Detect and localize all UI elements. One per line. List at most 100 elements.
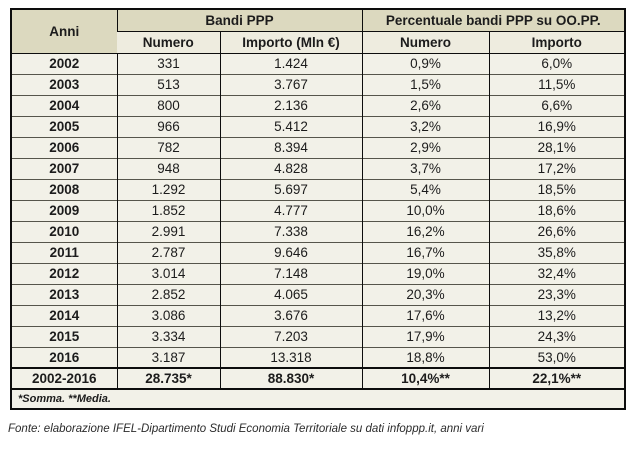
pct-numero-cell: 17,6% <box>361 304 490 326</box>
pct-importo-cell: 6,0% <box>488 53 626 74</box>
importo-cell: 7.203 <box>219 325 363 347</box>
numero-cell: 966 <box>116 115 220 137</box>
pct-importo-cell: 23,3% <box>488 283 626 305</box>
importo-cell: 7.338 <box>219 220 363 242</box>
year-cell: 2003 <box>11 73 117 95</box>
importo-cell: 13.318 <box>219 346 363 368</box>
year-cell: 2010 <box>11 220 117 242</box>
numero-cell: 3.334 <box>116 325 220 347</box>
table-header: Anni Bandi PPP Percentuale bandi PPP su … <box>11 9 626 54</box>
pct-numero-cell: 18,8% <box>361 346 490 368</box>
header-anni: Anni <box>11 9 117 54</box>
header-importo-mln: Importo (Mln €) <box>219 31 363 54</box>
year-cell: 2012 <box>11 262 117 284</box>
year-cell: 2013 <box>11 283 117 305</box>
importo-cell: 4.065 <box>219 283 363 305</box>
total-pct-importo-cell: 22,1%** <box>488 367 626 389</box>
table-row: 2009 1.852 4.777 10,0% 18,6% <box>11 199 626 221</box>
pct-importo-cell: 53,0% <box>488 346 626 368</box>
pct-numero-cell: 3,7% <box>361 157 490 179</box>
year-cell: 2007 <box>11 157 117 179</box>
header-group-bandi-ppp: Bandi PPP <box>116 9 363 32</box>
year-cell: 2008 <box>11 178 117 200</box>
pct-importo-cell: 6,6% <box>488 94 626 116</box>
header-numero: Numero <box>117 31 220 54</box>
table-body: 2002 331 1.424 0,9% 6,0% 2003 513 3.767 … <box>11 53 626 409</box>
pct-importo-cell: 17,2% <box>488 157 626 179</box>
pct-numero-cell: 20,3% <box>361 283 490 305</box>
pct-importo-cell: 11,5% <box>488 73 626 95</box>
importo-cell: 7.148 <box>219 262 363 284</box>
numero-cell: 3.014 <box>116 262 220 284</box>
importo-cell: 1.424 <box>219 53 363 74</box>
numero-cell: 331 <box>116 53 220 74</box>
importo-cell: 9.646 <box>219 241 363 263</box>
year-cell: 2006 <box>11 136 117 158</box>
table-row: 2015 3.334 7.203 17,9% 24,3% <box>11 325 626 347</box>
year-cell: 2014 <box>11 304 117 326</box>
year-cell: 2002 <box>11 53 117 74</box>
importo-cell: 2.136 <box>219 94 363 116</box>
table-row: 2004 800 2.136 2,6% 6,6% <box>11 94 626 116</box>
table-row: 2011 2.787 9.646 16,7% 35,8% <box>11 241 626 263</box>
numero-cell: 782 <box>116 136 220 158</box>
table-row: 2016 3.187 13.318 18,8% 53,0% <box>11 346 626 368</box>
pct-numero-cell: 17,9% <box>361 325 490 347</box>
year-cell: 2011 <box>11 241 117 263</box>
numero-cell: 800 <box>116 94 220 116</box>
pct-numero-cell: 1,5% <box>361 73 490 95</box>
header-group-percentuale: Percentuale bandi PPP su OO.PP. <box>361 9 626 32</box>
year-cell: 2009 <box>11 199 117 221</box>
importo-cell: 3.676 <box>219 304 363 326</box>
importo-cell: 4.828 <box>219 157 363 179</box>
table-row: 2014 3.086 3.676 17,6% 13,2% <box>11 304 626 326</box>
importo-cell: 8.394 <box>219 136 363 158</box>
pct-numero-cell: 19,0% <box>361 262 490 284</box>
pct-importo-cell: 16,9% <box>488 115 626 137</box>
table-row: 2003 513 3.767 1,5% 11,5% <box>11 73 626 95</box>
numero-cell: 1.852 <box>116 199 220 221</box>
table-row: 2008 1.292 5.697 5,4% 18,5% <box>11 178 626 200</box>
importo-cell: 5.412 <box>219 115 363 137</box>
pct-numero-cell: 16,2% <box>361 220 490 242</box>
year-cell: 2004 <box>11 94 117 116</box>
table-row: 2012 3.014 7.148 19,0% 32,4% <box>11 262 626 284</box>
importo-cell: 5.697 <box>219 178 363 200</box>
table-row: 2010 2.991 7.338 16,2% 26,6% <box>11 220 626 242</box>
pct-importo-cell: 26,6% <box>488 220 626 242</box>
table-row: 2013 2.852 4.065 20,3% 23,3% <box>11 283 626 305</box>
pct-importo-cell: 18,5% <box>488 178 626 200</box>
year-cell: 2005 <box>11 115 117 137</box>
pct-numero-cell: 2,9% <box>361 136 490 158</box>
pct-importo-cell: 32,4% <box>488 262 626 284</box>
header-numero-pct: Numero <box>361 31 490 54</box>
pct-importo-cell: 28,1% <box>488 136 626 158</box>
importo-cell: 3.767 <box>219 73 363 95</box>
numero-cell: 3.187 <box>116 346 220 368</box>
table-row: 2007 948 4.828 3,7% 17,2% <box>11 157 626 179</box>
table-row: 2006 782 8.394 2,9% 28,1% <box>11 136 626 158</box>
numero-cell: 513 <box>116 73 220 95</box>
numero-cell: 2.852 <box>116 283 220 305</box>
pct-numero-cell: 2,6% <box>361 94 490 116</box>
pct-importo-cell: 35,8% <box>488 241 626 263</box>
year-cell: 2015 <box>11 325 117 347</box>
pct-numero-cell: 16,7% <box>361 241 490 263</box>
header-sub-row: Numero Importo (Mln €) Numero Importo <box>11 31 626 54</box>
year-cell: 2016 <box>11 346 117 368</box>
numero-cell: 948 <box>116 157 220 179</box>
header-importo-pct: Importo <box>488 31 626 54</box>
pct-numero-cell: 5,4% <box>361 178 490 200</box>
numero-cell: 2.991 <box>116 220 220 242</box>
total-row: 2002-2016 28.735* 88.830* 10,4%** 22,1%*… <box>11 367 626 389</box>
pct-importo-cell: 24,3% <box>488 325 626 347</box>
numero-cell: 2.787 <box>116 241 220 263</box>
header-group-row: Anni Bandi PPP Percentuale bandi PPP su … <box>11 9 626 54</box>
note-row: *Somma. **Media. <box>11 388 626 409</box>
pct-numero-cell: 0,9% <box>361 53 490 74</box>
total-importo-cell: 88.830* <box>219 367 363 389</box>
importo-cell: 4.777 <box>219 199 363 221</box>
pct-importo-cell: 13,2% <box>488 304 626 326</box>
ppp-data-table: Anni Bandi PPP Percentuale bandi PPP su … <box>10 8 627 410</box>
pct-importo-cell: 18,6% <box>488 199 626 221</box>
